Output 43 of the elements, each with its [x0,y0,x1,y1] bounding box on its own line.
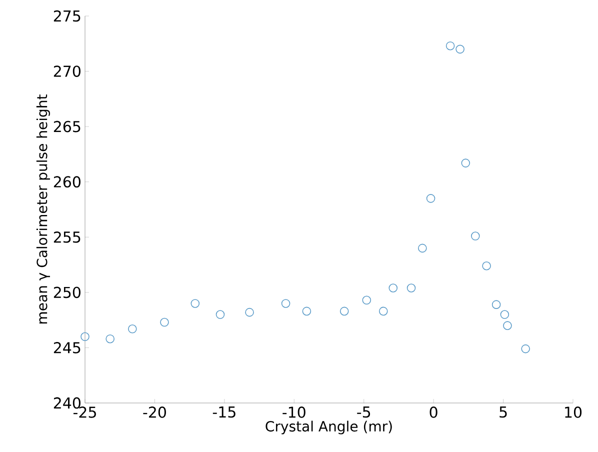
point [406,284,416,292]
y-tick-label: 245 [54,342,80,354]
point [446,41,455,50]
point [418,244,427,253]
point [281,299,290,308]
point [80,332,90,342]
x-tick-label: 5 [500,406,507,418]
point [500,310,510,319]
y-tick-label: 240 [54,397,80,409]
point [340,306,349,316]
point [128,324,137,334]
point [362,296,372,305]
x-tick-label: -5 [357,406,370,418]
y-tick-label: 275 [54,10,80,22]
x-tick-label: -25 [73,406,96,418]
point [245,308,254,317]
y-tick-label: 250 [54,286,80,298]
x-tick-label: 0 [430,406,438,418]
point [426,194,436,203]
x-tick-label: 10 [565,406,582,418]
y-axis-title: mean γ Calorimeter pulse height [36,94,50,324]
point [190,299,200,308]
point [456,44,464,54]
point [470,232,480,240]
point [461,158,470,168]
point [106,334,114,344]
x-tick-label: -15 [212,406,236,418]
point [302,306,312,316]
point [378,306,388,316]
y-tick-label: 260 [54,176,80,188]
x-tick-label: -20 [143,406,166,418]
x-axis-title: Crystal Angle (mr) [266,420,392,434]
y-tick-label: 265 [54,120,80,132]
point [388,284,398,292]
point [503,321,512,330]
point [521,344,530,354]
point [482,261,491,270]
point [160,318,169,327]
point [492,300,501,309]
point [216,310,225,319]
x-tick-label: -10 [282,406,306,418]
y-tick-label: 270 [54,66,80,77]
y-tick-label: 255 [54,231,80,243]
